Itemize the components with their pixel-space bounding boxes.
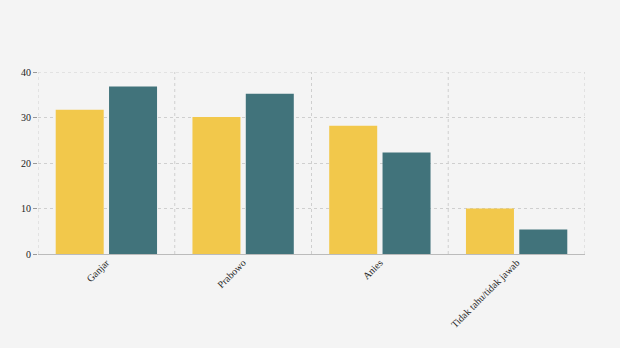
svg-text:Ganjar: Ganjar [84,257,111,284]
svg-text:20: 20 [21,158,31,169]
svg-text:Anies: Anies [361,257,385,281]
svg-text:Prabowo: Prabowo [215,257,248,290]
svg-text:10: 10 [21,203,31,214]
svg-text:30: 30 [21,112,31,123]
svg-text:40: 40 [21,67,31,78]
svg-text:Tidak tahu/tidak jawab: Tidak tahu/tidak jawab [449,257,522,330]
svg-text:0: 0 [26,249,31,260]
